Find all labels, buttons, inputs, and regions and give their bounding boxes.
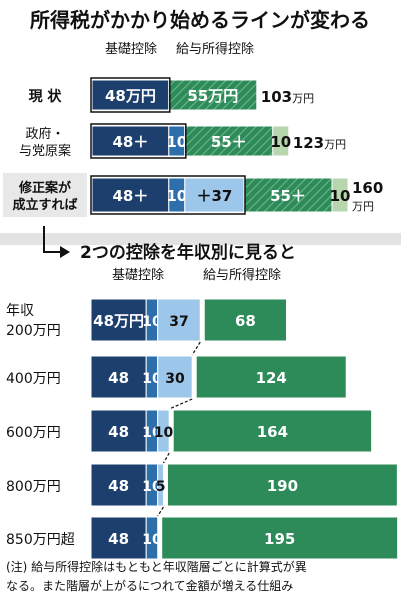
bar-label: 10 bbox=[142, 314, 162, 330]
bar-label: 48万円 bbox=[93, 312, 144, 330]
bar-segment bbox=[91, 125, 170, 157]
bar-label: 48 bbox=[108, 477, 129, 495]
chart-title: 所得税がかかり始めるラインが変わる bbox=[30, 8, 370, 32]
bar-label: 48＋ bbox=[112, 133, 148, 151]
bar-segment bbox=[90, 355, 147, 399]
connector-arrowhead bbox=[60, 246, 70, 258]
bar-label: 164 bbox=[257, 423, 288, 441]
bar-label: 48 bbox=[108, 530, 129, 548]
bar-label: 190 bbox=[267, 477, 298, 495]
bar-segment bbox=[145, 516, 159, 560]
footnote-line-1: (注) 給与所得控除はもともと年収階層ごとに計算式が異 bbox=[6, 559, 307, 574]
bar-label: 55＋ bbox=[211, 133, 247, 151]
category-label: 与党原案 bbox=[19, 144, 71, 159]
legend-salary-bottom: 給与所得控除 bbox=[203, 267, 281, 283]
basic-group-outline bbox=[90, 77, 171, 113]
bar-segment bbox=[90, 516, 147, 560]
total-unit: 万円 bbox=[292, 92, 314, 105]
category-label: 政府・ bbox=[25, 127, 64, 142]
footnote-line-2: なる。また階層が上がるにつれて金額が増える仕組み bbox=[6, 578, 293, 593]
legend-basic-top: 基礎控除 bbox=[105, 42, 157, 57]
subtitle: 2つの控除を年収別に見ると bbox=[80, 242, 296, 263]
category-label: 850万円超 bbox=[6, 532, 75, 548]
bar-label: 10 bbox=[166, 187, 187, 205]
bar-segment bbox=[157, 355, 193, 399]
bar-label: 10 bbox=[142, 479, 162, 495]
bar-segment bbox=[168, 79, 258, 111]
legend-salary-top: 給与所得控除 bbox=[176, 41, 254, 57]
bar-label: 48 bbox=[108, 369, 129, 387]
bar-segment bbox=[195, 355, 347, 399]
bar-segment bbox=[331, 177, 349, 213]
bar-segment bbox=[90, 409, 147, 453]
basic-group-outline bbox=[90, 175, 246, 215]
total-label: 103万円 bbox=[261, 88, 314, 106]
category-label: 成立すれば bbox=[12, 197, 77, 213]
category-label: 800万円 bbox=[6, 479, 61, 495]
basic-group-outline bbox=[90, 123, 187, 159]
connector-arrow bbox=[43, 226, 64, 253]
category-label-box bbox=[3, 173, 87, 217]
category-label: 400万円 bbox=[6, 371, 61, 387]
bar-label: 195 bbox=[264, 530, 295, 548]
bar-label: 10 bbox=[330, 187, 351, 205]
bar-label: 10 bbox=[142, 532, 162, 548]
bar-label: 37 bbox=[169, 314, 188, 330]
bar-segment bbox=[91, 177, 170, 213]
bar-label: 55＋ bbox=[270, 187, 306, 205]
bar-segment bbox=[157, 409, 170, 453]
bar-segment bbox=[184, 125, 274, 157]
total-unit: 万円 bbox=[352, 200, 374, 213]
bar-segment bbox=[90, 298, 147, 342]
bar-label: 5 bbox=[156, 479, 166, 495]
legend-basic-bottom: 基礎控除 bbox=[112, 268, 164, 283]
total-label: 123万円 bbox=[293, 134, 346, 152]
basic-end-connector bbox=[157, 506, 164, 517]
bar-segment bbox=[157, 298, 201, 342]
bar-label: ＋37 bbox=[196, 187, 232, 205]
basic-end-connector bbox=[168, 398, 193, 410]
bar-label: 30 bbox=[165, 371, 185, 387]
bar-label: 10 bbox=[154, 425, 174, 441]
bar-label: 55万円 bbox=[187, 87, 238, 105]
bar-label: 10 bbox=[142, 371, 162, 387]
total-label: 160 bbox=[352, 179, 383, 197]
bar-segment bbox=[184, 177, 245, 213]
bar-label: 10 bbox=[166, 133, 187, 151]
category-label: 200万円 bbox=[6, 323, 61, 339]
bar-label: 10 bbox=[142, 425, 162, 441]
bar-segment bbox=[157, 463, 164, 507]
category-label: 600万円 bbox=[6, 425, 61, 441]
section-divider bbox=[0, 233, 401, 245]
bar-label: 10 bbox=[270, 133, 291, 151]
bar-segment bbox=[172, 409, 373, 453]
basic-end-connector bbox=[191, 341, 201, 356]
bar-label: 48＋ bbox=[112, 187, 148, 205]
category-label: 現 状 bbox=[29, 88, 63, 105]
category-label: 年収 bbox=[6, 303, 34, 319]
basic-end-connector bbox=[162, 452, 170, 464]
bar-label: 48万円 bbox=[105, 87, 156, 105]
bar-segment bbox=[166, 463, 398, 507]
category-label: 修正案が bbox=[18, 180, 71, 196]
bar-label: 68 bbox=[235, 312, 256, 330]
bar-label: 124 bbox=[256, 369, 287, 387]
bar-label: 48 bbox=[108, 423, 129, 441]
bar-segment bbox=[161, 516, 399, 560]
bar-segment bbox=[203, 298, 288, 342]
bar-segment bbox=[90, 463, 147, 507]
total-unit: 万円 bbox=[324, 138, 346, 151]
bar-segment bbox=[272, 125, 290, 157]
